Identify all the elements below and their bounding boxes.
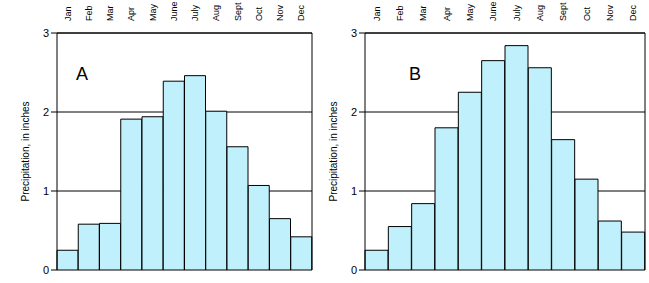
svg-text:July: July xyxy=(512,4,522,21)
svg-text:Dec: Dec xyxy=(296,4,306,21)
svg-text:3: 3 xyxy=(43,27,49,39)
svg-text:Mar: Mar xyxy=(105,5,115,21)
svg-text:Oct: Oct xyxy=(254,6,264,21)
html-text:A: A xyxy=(76,64,88,84)
svg-text:Jan: Jan xyxy=(63,6,73,21)
svg-text:Nov: Nov xyxy=(605,4,615,21)
svg-text:July: July xyxy=(190,4,200,21)
svg-text:May: May xyxy=(148,3,158,21)
svg-text:Apr: Apr xyxy=(126,7,136,21)
svg-text:Sept: Sept xyxy=(233,2,243,21)
svg-text:Dec: Dec xyxy=(628,4,638,21)
svg-text:Apr: Apr xyxy=(442,7,452,21)
svg-text:May: May xyxy=(465,3,475,21)
svg-text:Aug: Aug xyxy=(211,5,221,21)
svg-text:Precipitation, in inches: Precipitation, in inches xyxy=(20,101,31,201)
svg-text:June: June xyxy=(488,1,498,21)
svg-text:Aug: Aug xyxy=(535,5,545,21)
svg-text:1: 1 xyxy=(351,185,357,197)
svg-text:Feb: Feb xyxy=(84,5,94,21)
svg-text:2: 2 xyxy=(351,106,357,118)
svg-text:1: 1 xyxy=(43,185,49,197)
svg-text:Oct: Oct xyxy=(582,6,592,21)
svg-text:Feb: Feb xyxy=(395,5,405,21)
svg-text:Mar: Mar xyxy=(418,5,428,21)
svg-text:Nov: Nov xyxy=(275,4,285,21)
svg-text:0: 0 xyxy=(351,264,357,276)
svg-text:Sept: Sept xyxy=(558,2,568,21)
svg-text:0: 0 xyxy=(43,264,49,276)
svg-text:Jan: Jan xyxy=(372,6,382,21)
svg-text:Precipitation, in inches: Precipitation, in inches xyxy=(328,101,339,201)
html-text:B: B xyxy=(409,64,421,84)
svg-text:3: 3 xyxy=(351,27,357,39)
svg-text:2: 2 xyxy=(43,106,49,118)
svg-text:June: June xyxy=(169,1,179,21)
